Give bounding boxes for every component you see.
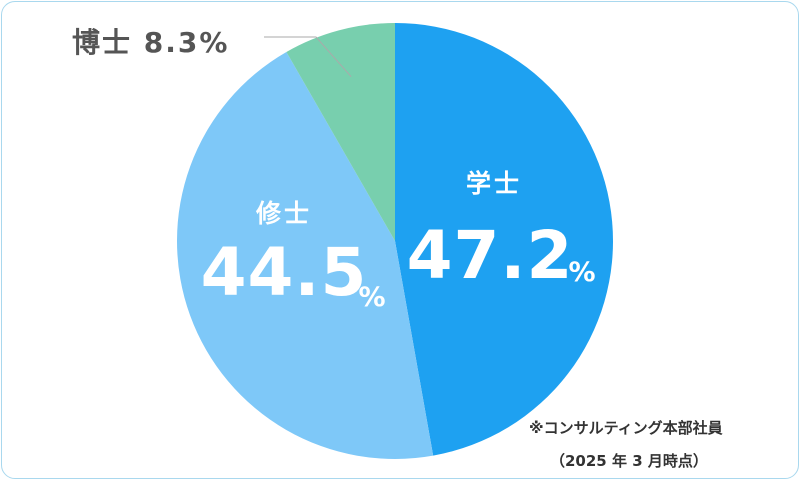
label-doctor: 博士 8.3% [72,26,229,59]
footnote-line2: （2025 年 3 月時点） [550,452,708,470]
label-master-value: 44.5 [201,234,368,311]
pie-slice-2 [286,23,395,241]
pie-slice-0 [395,23,613,456]
pie-slice-1 [177,51,434,459]
label-bachelor-unit: % [568,257,595,288]
label-bachelor-category: 学士 [466,169,522,198]
label-bachelor-value: 47.2 [407,217,574,294]
label-master-category: 修士 [255,199,312,228]
leader-line-doctor [264,36,352,78]
label-master-unit: % [358,282,385,313]
footnote-line1: ※コンサルティング本部社員 [529,419,723,437]
